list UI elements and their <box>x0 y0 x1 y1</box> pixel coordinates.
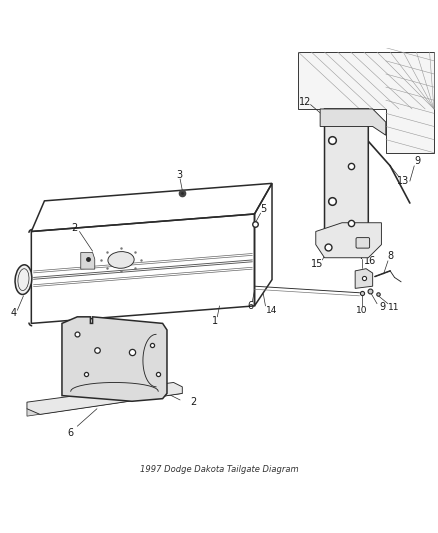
Text: 6: 6 <box>67 428 74 438</box>
Polygon shape <box>354 269 372 288</box>
Text: 2: 2 <box>190 397 196 407</box>
Text: 12: 12 <box>298 98 310 107</box>
Text: 16: 16 <box>364 256 376 266</box>
Text: 5: 5 <box>260 204 266 214</box>
Text: 6: 6 <box>247 301 253 311</box>
Text: 13: 13 <box>396 176 409 186</box>
Text: 8: 8 <box>386 252 392 261</box>
Text: 15: 15 <box>310 259 322 269</box>
Ellipse shape <box>15 265 32 294</box>
Text: 9: 9 <box>414 157 420 166</box>
Polygon shape <box>319 109 385 135</box>
Polygon shape <box>297 52 433 153</box>
Text: 14: 14 <box>266 306 277 315</box>
Polygon shape <box>27 383 182 415</box>
Text: 3: 3 <box>176 171 182 181</box>
Polygon shape <box>27 387 182 416</box>
Ellipse shape <box>108 252 134 268</box>
Polygon shape <box>81 253 95 269</box>
Polygon shape <box>315 223 381 258</box>
Text: 7: 7 <box>358 251 364 261</box>
Polygon shape <box>62 317 166 401</box>
Text: 2: 2 <box>71 223 77 233</box>
Text: 10: 10 <box>355 306 367 315</box>
Text: 4: 4 <box>11 308 17 318</box>
Text: 11: 11 <box>387 303 398 312</box>
Polygon shape <box>324 109 367 245</box>
Text: 1997 Dodge Dakota Tailgate Diagram: 1997 Dodge Dakota Tailgate Diagram <box>140 465 298 474</box>
Text: 9: 9 <box>379 302 385 312</box>
Text: 1: 1 <box>212 316 218 326</box>
FancyBboxPatch shape <box>355 238 369 248</box>
